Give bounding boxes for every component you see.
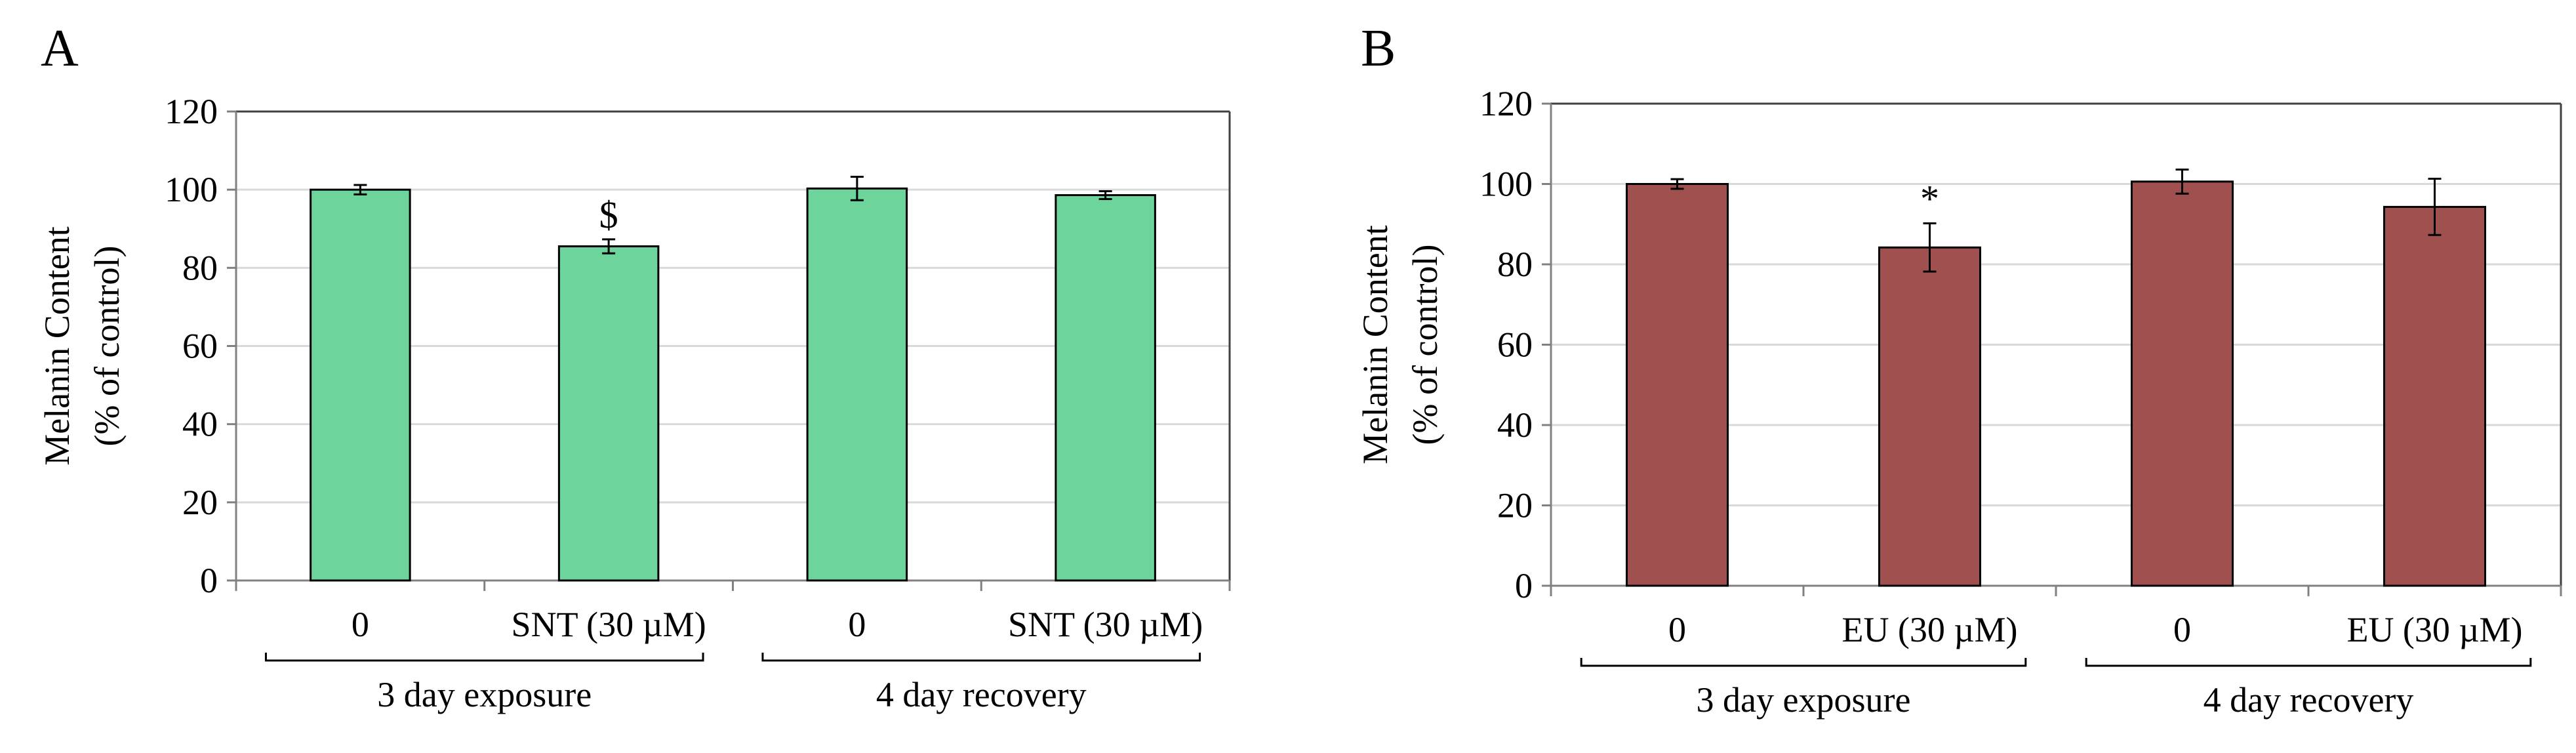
y-axis-title: Melanin Content (1356, 225, 1395, 464)
y-tick-label: 100 (165, 170, 218, 209)
y-tick-label: 80 (182, 248, 218, 287)
panel-label: A (41, 20, 79, 77)
y-tick-label: 100 (1479, 165, 1533, 204)
x-tick-label: 0 (2173, 610, 2191, 649)
y-tick-label: 120 (165, 92, 218, 131)
group-bracket (2085, 658, 2532, 667)
bar (1878, 246, 1981, 587)
y-tick-label: 60 (1497, 325, 1533, 365)
panel-b: B 0 20 40 60 80 100 120 0 * EU (30 µM) 0 EU (30 µM) 3… (1356, 20, 2562, 720)
group-bracket (264, 653, 704, 662)
group-bracket (761, 653, 1201, 662)
y-axis-subtitle: (% of control) (87, 246, 127, 447)
y-tick-label: 80 (1497, 245, 1533, 284)
y-tick-label: 120 (1479, 84, 1533, 123)
y-tick-label: 20 (182, 483, 218, 522)
x-tick-label: EU (30 µM) (2346, 610, 2522, 649)
panel-a: A 0 20 40 60 80 100 120 0 $ SNT (30 µM) 0 SNT (30 µM… (37, 20, 1231, 714)
y-tick-label: 20 (1497, 486, 1533, 525)
y-tick-label: 40 (1497, 405, 1533, 445)
x-tick-label: 0 (1668, 610, 1686, 649)
x-tick-label: SNT (30 µM) (1008, 605, 1203, 644)
x-tick-label: EU (30 µM) (1841, 610, 2017, 649)
panel-label: B (1361, 20, 1396, 77)
bar (806, 187, 908, 582)
bar (310, 188, 411, 582)
group-label: 4 day recovery (2204, 680, 2414, 720)
y-tick-label: 0 (1515, 566, 1533, 605)
group-label: 3 day exposure (377, 675, 592, 714)
significance-marker: * (1920, 178, 1939, 220)
x-tick-label: 0 (352, 605, 369, 644)
bar (1626, 183, 1729, 587)
group-label: 3 day exposure (1697, 680, 1911, 720)
bar (2131, 180, 2234, 587)
bar (557, 245, 660, 582)
y-tick-label: 60 (182, 327, 218, 366)
group-bracket (1580, 658, 2027, 667)
y-axis-title: Melanin Content (37, 226, 77, 465)
x-tick-label: 0 (848, 605, 866, 644)
significance-marker: $ (599, 193, 618, 236)
y-tick-label: 0 (200, 561, 218, 600)
group-label: 4 day recovery (876, 675, 1087, 714)
y-axis-subtitle: (% of control) (1405, 245, 1445, 445)
bar (2383, 205, 2486, 587)
x-tick-label: SNT (30 µM) (512, 605, 706, 644)
bar (1055, 194, 1156, 582)
y-tick-label: 40 (182, 405, 218, 444)
